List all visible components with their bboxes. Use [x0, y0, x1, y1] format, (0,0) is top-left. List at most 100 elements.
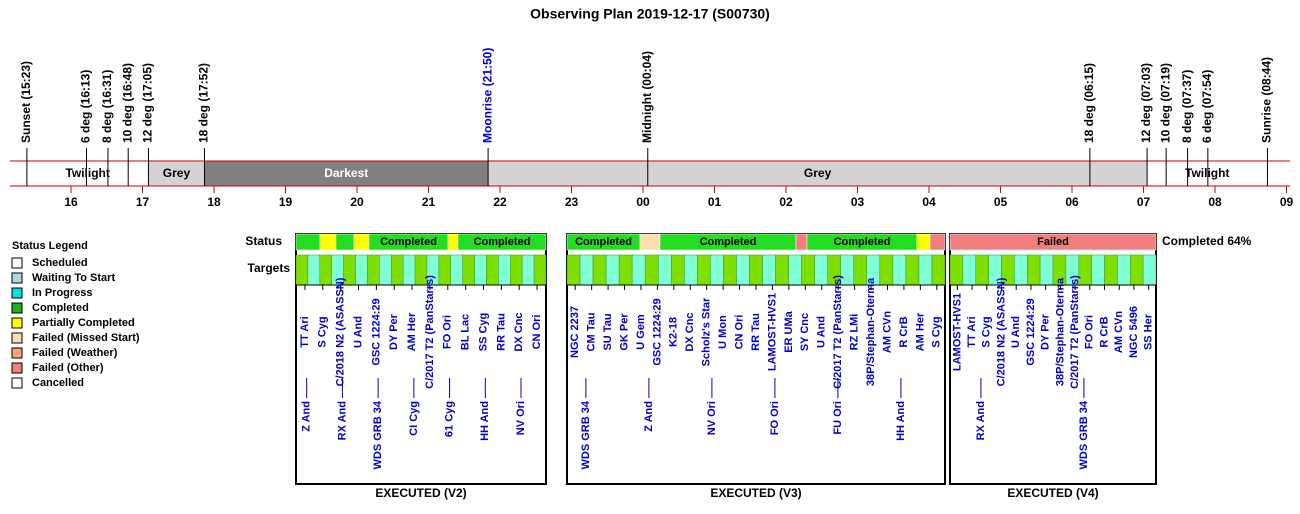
- target-cell: [592, 254, 607, 286]
- event-label: 18 deg (06:15): [1082, 63, 1096, 143]
- target-label: CN Ori: [733, 315, 745, 350]
- target-label: WDS GRB 34: [1078, 400, 1090, 469]
- event-label: Sunrise (08:44): [1260, 57, 1274, 143]
- legend-swatch: [11, 302, 23, 314]
- band: [1147, 161, 1268, 186]
- target-label: WDS GRB 34: [580, 400, 592, 469]
- status-segment: [916, 233, 931, 251]
- target-label: C/2017 T2 (PanStarrs): [832, 275, 844, 389]
- event-label: 12 deg (07:03): [1139, 63, 1153, 143]
- status-segment: [335, 233, 355, 251]
- hour-label: 20: [350, 195, 364, 209]
- band: [204, 161, 489, 186]
- status-segment: [929, 233, 946, 251]
- legend-swatch: [11, 317, 23, 329]
- panel-footer: EXECUTED (V2): [375, 486, 466, 500]
- panel-footer: EXECUTED (V3): [710, 486, 801, 500]
- target-label: S Cyg: [931, 316, 943, 347]
- hour-label: 22: [493, 195, 507, 209]
- legend-swatch: [11, 362, 23, 374]
- target-cell: [521, 254, 535, 286]
- target-label: ER UMa: [783, 310, 795, 352]
- hour-label: 00: [636, 195, 650, 209]
- target-cell: [474, 254, 487, 286]
- event-label: 10 deg (07:19): [1158, 63, 1172, 143]
- target-label: WDS GRB 34: [372, 400, 384, 469]
- legend-title: Status Legend: [12, 240, 88, 252]
- hour-label: 03: [851, 195, 865, 209]
- target-label: C/2017 T2 (PanStarrs): [1069, 275, 1081, 389]
- target-label: DX Cnc: [684, 312, 696, 351]
- target-label: U Gem: [635, 314, 647, 350]
- target-label: HH And: [479, 401, 491, 441]
- target-cell: [579, 254, 594, 286]
- target-label: RX And: [336, 401, 348, 440]
- target-cell: [762, 254, 776, 286]
- target-label: C/2018 N2 (ASASSN): [335, 277, 347, 386]
- target-label: C/2017 T2 (PanStarrs): [424, 275, 436, 389]
- target-label: RR Tau: [750, 313, 762, 351]
- target-label: NGC 5496: [1128, 306, 1140, 358]
- target-cell: [379, 254, 392, 286]
- target-label: U And: [1010, 316, 1022, 348]
- target-label: SS Her: [1143, 313, 1155, 350]
- target-cell: [1039, 254, 1054, 286]
- event-label: Midnight (00:04): [640, 51, 654, 143]
- target-label: S Cyg: [317, 316, 329, 347]
- hour-label: 21: [422, 195, 436, 209]
- legend-label: Failed (Weather): [32, 347, 118, 359]
- event-label: Moonrise (21:50): [480, 48, 494, 143]
- target-cell: [671, 254, 685, 286]
- target-cell: [307, 254, 321, 286]
- panel-footer: EXECUTED (V4): [1007, 486, 1098, 500]
- target-cell: [975, 254, 989, 286]
- target-cell: [788, 254, 802, 286]
- target-cell: [931, 254, 946, 286]
- target-label: BL Lac: [460, 314, 472, 350]
- target-label: RX And: [975, 401, 987, 440]
- target-label: Z And: [301, 401, 313, 432]
- legend-swatch: [11, 272, 23, 284]
- hour-label: 17: [136, 195, 150, 209]
- target-cell: [879, 254, 894, 286]
- hour-label: 08: [1208, 195, 1222, 209]
- hour-label: 04: [922, 195, 936, 209]
- target-cell: [1142, 254, 1157, 286]
- band: [148, 161, 205, 186]
- hour-label: 01: [708, 195, 722, 209]
- hour-label: 19: [279, 195, 293, 209]
- target-label: Z And: [643, 401, 655, 432]
- target-label: GSC 1224:29: [1025, 298, 1037, 365]
- target-label: NV Ori: [706, 401, 718, 435]
- target-label: AM Her: [406, 312, 418, 351]
- event-label: 8 deg (07:37): [1180, 70, 1194, 143]
- target-label: RR Tau: [495, 313, 507, 351]
- target-cell: [1091, 254, 1105, 286]
- hour-label: 23: [565, 195, 579, 209]
- status-text: Completed: [380, 236, 437, 248]
- target-label: R CrB: [898, 316, 910, 347]
- status-segment: [949, 233, 1157, 251]
- target-label: SY Cnc: [799, 313, 811, 351]
- target-cell: [295, 254, 309, 286]
- target-cell: [697, 254, 711, 286]
- targets-label: Targets: [248, 261, 291, 275]
- status-segment: [639, 233, 661, 251]
- event-label: 18 deg (17:52): [197, 63, 211, 143]
- target-cell: [736, 254, 750, 286]
- legend-swatch: [11, 347, 23, 359]
- band-label: Grey: [163, 166, 191, 180]
- band-label: Darkest: [324, 166, 368, 180]
- target-cell: [918, 254, 933, 286]
- target-label: U And: [816, 316, 828, 348]
- target-label: 38P/Stephan-Oterma: [1054, 277, 1066, 386]
- band-label: Twilight: [1185, 166, 1229, 180]
- target-label: RZ LMi: [849, 314, 861, 351]
- target-label: SS Cyg: [477, 313, 489, 352]
- target-cell: [618, 254, 633, 286]
- target-label: U And: [352, 316, 364, 348]
- target-label: FO Ori: [1084, 315, 1096, 349]
- target-label: GSC 1224:29: [370, 298, 382, 365]
- target-cell: [367, 254, 380, 286]
